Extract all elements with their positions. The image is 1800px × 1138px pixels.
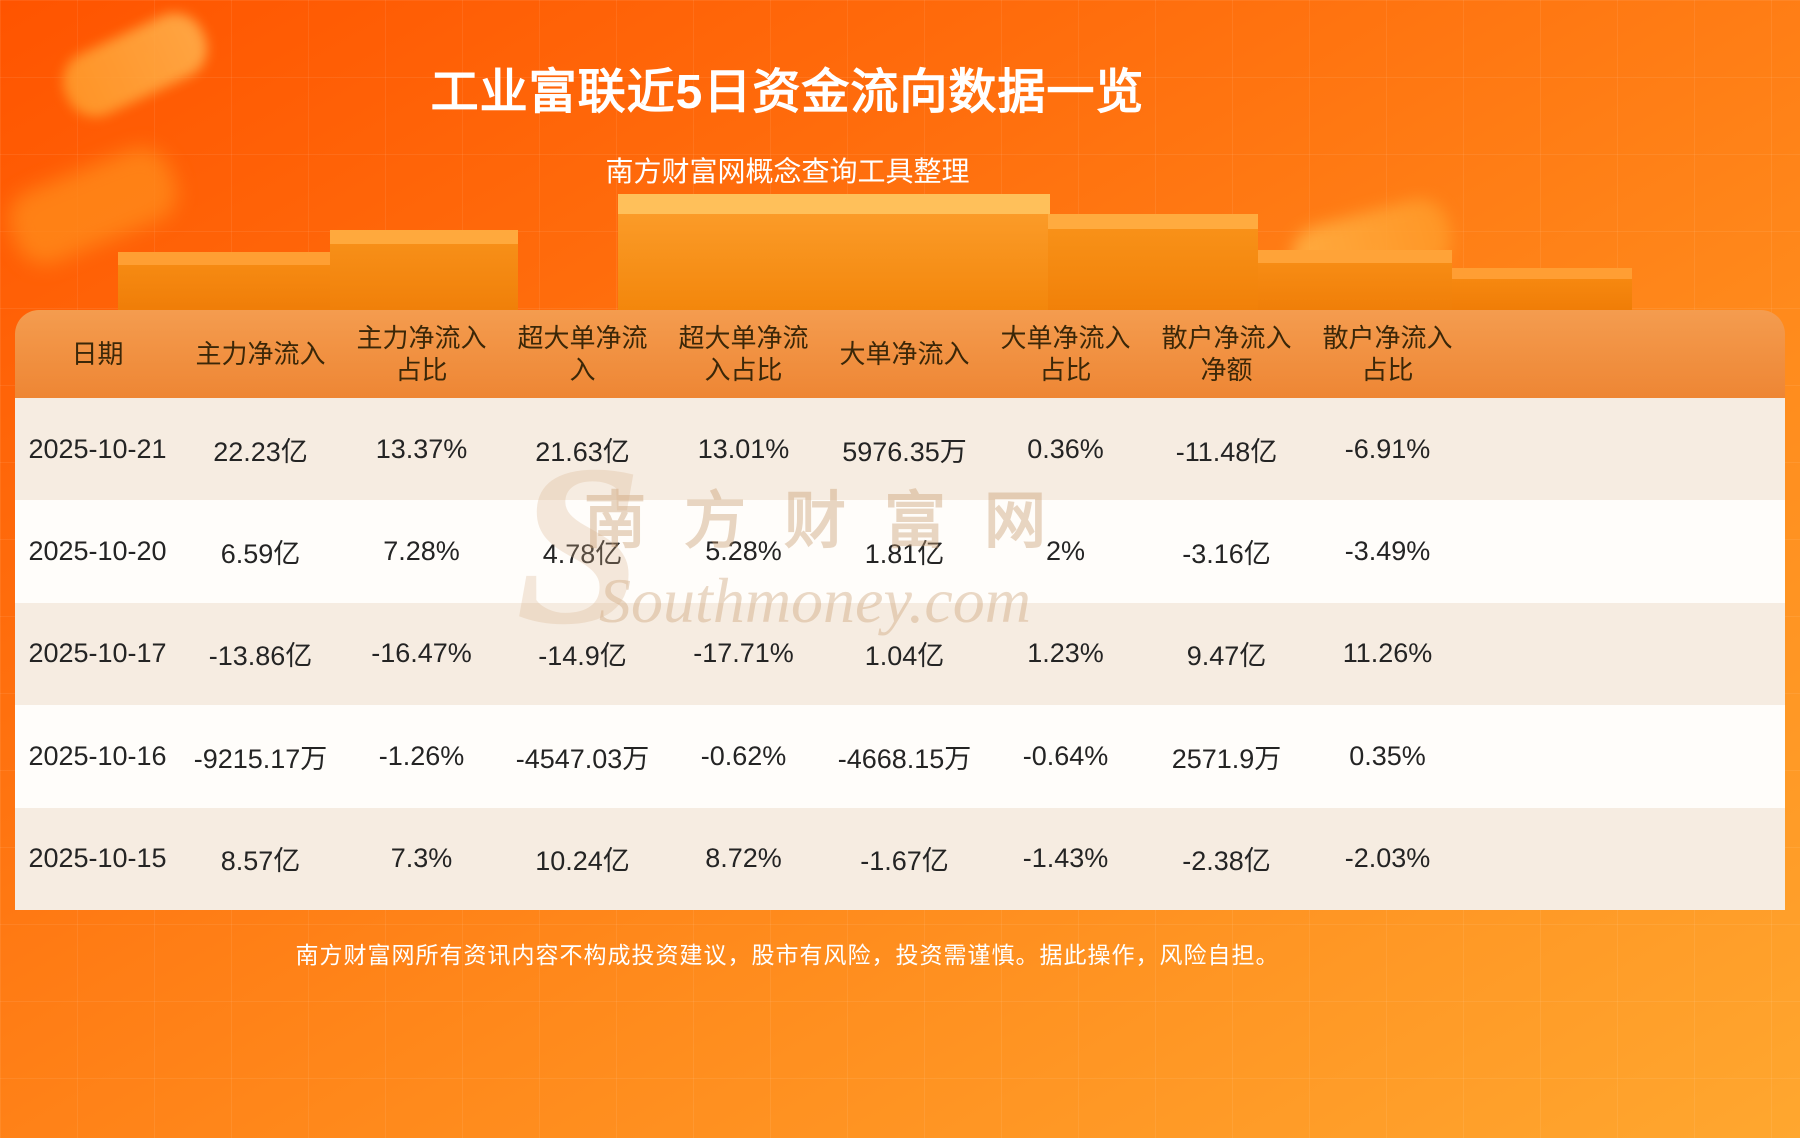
header-cell-line: 净额 [1200, 355, 1253, 385]
page-title: 工业富联近5日资金流向数据一览 [430, 66, 1145, 119]
decorative-podium-box-center [618, 194, 1050, 322]
footer-disclaimer: 南方财富网所有资讯内容不构成投资建议，股市有风险，投资需谨慎。据此操作，风险自担… [295, 942, 1280, 968]
header-cell: 散户净流入 净额 [1146, 310, 1307, 398]
header-cell-line: 散户净流入 [1322, 322, 1453, 353]
value-cell: -4668.15万 [837, 743, 972, 774]
decorative-podium-box-right-1 [1048, 214, 1258, 322]
date-cell: 2025-10-20 [28, 536, 167, 567]
value-cell: 9.47亿 [1186, 641, 1267, 672]
header-cell: 主力净流入 [180, 310, 341, 398]
header-cell-line: 入占比 [704, 355, 783, 385]
header-cell: 大单净流入 [824, 310, 985, 398]
table-row: 2025-10-20 6.59亿 7.28% 4.78亿 5.28% 1.81亿 2% -3.… [15, 500, 1785, 603]
value-cell: 4.78亿 [542, 539, 623, 570]
value-cell: 2571.9万 [1171, 743, 1282, 774]
value-cell: -0.62% [700, 740, 787, 771]
header-cell-line: 散户净流入 [1161, 322, 1292, 353]
value-cell: -0.64% [1022, 740, 1109, 771]
header-cell-line: 日期 [71, 338, 124, 369]
table-header-row: 日期 主力净流入 主力净流入 占比 超大单净流入超大单净流 入占比 大单净流入 大单净流入 占比… [15, 310, 1785, 398]
header-cell-line: 入 [569, 355, 596, 385]
value-cell: -9215.17万 [193, 743, 328, 774]
table-row: 2025-10-21 22.23亿 13.37% 21.63亿 13.01% 5976.3… [15, 398, 1785, 501]
header-cell-line: 大单净流入 [1000, 322, 1131, 353]
value-cell: -1.26% [378, 740, 465, 771]
header-cell-line: 大单净流入 [839, 338, 970, 369]
table-row: 2025-10-16 -9215.17万 -1.26% -4547.03万 -0.62%… [15, 705, 1785, 808]
value-cell: 7.3% [390, 843, 453, 874]
table-row: 2025-10-17 -13.86亿 -16.47% -14.9亿 -17.71% 1.0… [15, 602, 1785, 706]
value-cell: 0.35% [1349, 740, 1426, 771]
header-cell-line: 主力净流入 [195, 338, 326, 369]
header-cell: 主力净流入 占比 [341, 310, 502, 398]
decorative-podium-box-left-2 [330, 230, 518, 322]
value-cell: -17.71% [693, 638, 794, 669]
date-cell: 2025-10-21 [28, 433, 167, 464]
value-cell: 22.23亿 [213, 436, 308, 467]
header-cell: 散户净流入 占比 [1307, 310, 1468, 398]
header-cell: 日期 [15, 310, 180, 398]
value-cell: -2.03% [1344, 843, 1431, 874]
value-cell: 1.81亿 [864, 539, 945, 570]
value-cell: 5976.35万 [842, 436, 967, 467]
value-cell: 1.04亿 [864, 641, 945, 672]
value-cell: 5.28% [705, 536, 782, 567]
value-cell: -13.86亿 [208, 641, 313, 672]
date-cell: 2025-10-15 [28, 843, 167, 874]
header-cell-line: 超大单净流 [517, 322, 648, 353]
value-cell: -3.16亿 [1182, 539, 1271, 570]
value-cell: -4547.03万 [515, 743, 650, 774]
fund-flow-table: 日期 主力净流入 主力净流入 占比 超大单净流入超大单净流 入占比 大单净流入 大单净流入 占比… [15, 310, 1785, 910]
header-cell: 超大单净流入 [502, 310, 663, 398]
header-cell: 大单净流入 占比 [985, 310, 1146, 398]
value-cell: -1.67亿 [860, 846, 949, 877]
value-cell: -16.47% [371, 638, 472, 669]
header-cell-line: 占比 [1039, 355, 1092, 385]
value-cell: 6.59亿 [220, 539, 301, 570]
value-cell: -1.43% [1022, 843, 1109, 874]
value-cell: -11.48亿 [1175, 436, 1278, 467]
header-cell-line: 占比 [395, 355, 448, 385]
value-cell: 21.63亿 [535, 436, 630, 467]
value-cell: -3.49% [1344, 536, 1431, 567]
date-cell: 2025-10-17 [28, 638, 167, 669]
header-cell-line: 主力净流入 [356, 322, 487, 353]
page-subtitle: 南方财富网概念查询工具整理 [605, 156, 970, 187]
date-cell: 2025-10-16 [28, 740, 167, 771]
value-cell: 10.24亿 [535, 846, 630, 877]
header-cell-line: 超大单净流 [678, 322, 809, 353]
value-cell: -6.91% [1344, 433, 1431, 464]
value-cell: 8.57亿 [220, 846, 301, 877]
value-cell: 2% [1045, 536, 1086, 567]
value-cell: 1.23% [1027, 638, 1104, 669]
header-cell-line: 占比 [1361, 355, 1414, 385]
value-cell: 8.72% [705, 843, 782, 874]
value-cell: -2.38亿 [1182, 846, 1271, 877]
value-cell: 13.37% [375, 433, 468, 464]
table-body: 2025-10-21 22.23亿 13.37% 21.63亿 13.01% 5976.3… [15, 398, 1785, 910]
value-cell: 11.26% [1342, 638, 1433, 669]
value-cell: 0.36% [1027, 433, 1104, 464]
header-cell: 超大单净流 入占比 [663, 310, 824, 398]
value-cell: 7.28% [383, 536, 460, 567]
table-row: 2025-10-15 8.57亿 7.3% 10.24亿 8.72% -1.67亿 -1.4… [15, 807, 1785, 910]
value-cell: -14.9亿 [538, 641, 627, 672]
value-cell: 13.01% [697, 433, 790, 464]
